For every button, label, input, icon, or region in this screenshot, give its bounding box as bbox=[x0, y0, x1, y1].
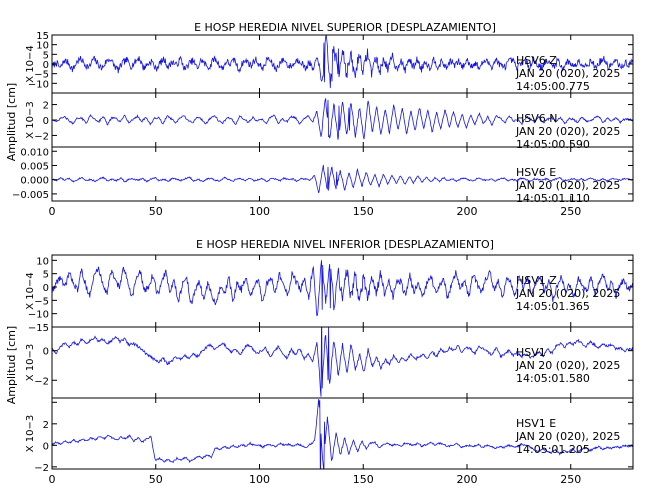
y-tick-label: 0.000 bbox=[20, 176, 49, 187]
x-tick-label: 100 bbox=[249, 473, 270, 486]
panel-frame bbox=[51, 397, 634, 470]
waveform-trace bbox=[52, 327, 633, 397]
y-tick-label: 0 bbox=[43, 441, 49, 452]
x-tick-label: 200 bbox=[457, 205, 478, 218]
scale-factor-label: X 10−3 bbox=[25, 415, 36, 453]
y-tick-label: 10 bbox=[36, 41, 49, 52]
waveform-trace bbox=[52, 164, 633, 194]
y-tick-label: −2 bbox=[34, 463, 49, 474]
station-label: HSV6 N bbox=[516, 112, 558, 125]
y-tick-label: 0 bbox=[43, 347, 49, 358]
time-label: 14:05:00.775 bbox=[516, 80, 590, 93]
station-label: HSV1 Z bbox=[516, 274, 557, 287]
x-tick-label: 150 bbox=[353, 205, 374, 218]
waveform-trace bbox=[52, 35, 633, 89]
y-tick-label: −10 bbox=[28, 310, 49, 321]
x-tick-label: 150 bbox=[353, 473, 374, 486]
x-tick-label: 250 bbox=[560, 205, 581, 218]
scale-factor-label: X 10−4 bbox=[25, 272, 36, 310]
station-label: HSV6 Z bbox=[516, 54, 557, 67]
time-label: 14:05:01.110 bbox=[516, 192, 590, 205]
date-label: JAN 20 (020), 2025 bbox=[515, 67, 620, 80]
waveform-trace bbox=[52, 399, 633, 469]
lower-level-figure: E HOSP HEREDIA NIVEL INFERIOR [DESPLAZAM… bbox=[5, 238, 634, 486]
time-label: 14:05:01.365 bbox=[516, 300, 590, 313]
y-tick-label: 0 bbox=[43, 116, 49, 127]
y-tick-label: 2 bbox=[43, 101, 49, 112]
y-tick-label: −15 bbox=[28, 323, 49, 334]
x-tick-label: 250 bbox=[560, 473, 581, 486]
x-tick-label: 50 bbox=[149, 473, 163, 486]
y-tick-label: −2 bbox=[34, 376, 49, 387]
x-tick-label: 0 bbox=[49, 473, 56, 486]
y-tick-label: 0 bbox=[43, 283, 49, 294]
scale-factor-label: X 10−4 bbox=[25, 45, 36, 83]
y-tick-label: 2 bbox=[43, 420, 49, 431]
date-label: JAN 20 (020), 2025 bbox=[515, 359, 620, 372]
date-label: JAN 20 (020), 2025 bbox=[515, 179, 620, 192]
time-label: 14:05:01.205 bbox=[516, 443, 590, 456]
scale-factor-label: X 10−3 bbox=[25, 344, 36, 382]
y-tick-label: 0.005 bbox=[20, 161, 49, 172]
y-tick-label: 5 bbox=[43, 270, 49, 281]
upper-figure-y-axis-label: Amplitud [cm] bbox=[5, 83, 18, 161]
station-label: HSV6 E bbox=[516, 166, 556, 179]
y-tick-label: 0.010 bbox=[20, 147, 49, 158]
y-tick-label: −0.005 bbox=[12, 190, 49, 201]
y-tick-label: 5 bbox=[43, 50, 49, 61]
lower-figure-y-axis-label: Amplitud [cm] bbox=[5, 326, 18, 404]
y-tick-label: −10 bbox=[28, 79, 49, 90]
waveform-trace bbox=[52, 260, 633, 317]
upper-figure-title: E HOSP HEREDIA NIVEL SUPERIOR [DESPLAZAM… bbox=[194, 21, 496, 34]
date-label: JAN 20 (020), 2025 bbox=[515, 430, 620, 443]
y-tick-label: −2 bbox=[34, 131, 49, 142]
station-label: HSV1 bbox=[516, 346, 546, 359]
time-label: 14:05:01.580 bbox=[516, 372, 590, 385]
waveform-trace bbox=[52, 97, 633, 140]
y-tick-label: 10 bbox=[36, 256, 49, 267]
date-label: JAN 20 (020), 2025 bbox=[515, 125, 620, 138]
station-label: HSV1 E bbox=[516, 417, 556, 430]
y-tick-label: −5 bbox=[34, 70, 49, 81]
x-tick-label: 50 bbox=[149, 205, 163, 218]
x-tick-label: 200 bbox=[457, 473, 478, 486]
lower-figure-title: E HOSP HEREDIA NIVEL INFERIOR [DESPLAZAM… bbox=[196, 238, 494, 251]
scale-factor-label: X 10−3 bbox=[25, 101, 36, 139]
x-tick-label: 100 bbox=[249, 205, 270, 218]
date-label: JAN 20 (020), 2025 bbox=[515, 287, 620, 300]
x-tick-label: 0 bbox=[49, 205, 56, 218]
y-tick-label: −5 bbox=[34, 296, 49, 307]
panel-frame bbox=[51, 146, 634, 202]
y-tick-label: 15 bbox=[36, 31, 49, 42]
time-label: 14:05:00.590 bbox=[516, 138, 590, 151]
y-tick-label: 0 bbox=[43, 60, 49, 71]
upper-level-figure: E HOSP HEREDIA NIVEL SUPERIOR [DESPLAZAM… bbox=[5, 21, 634, 218]
